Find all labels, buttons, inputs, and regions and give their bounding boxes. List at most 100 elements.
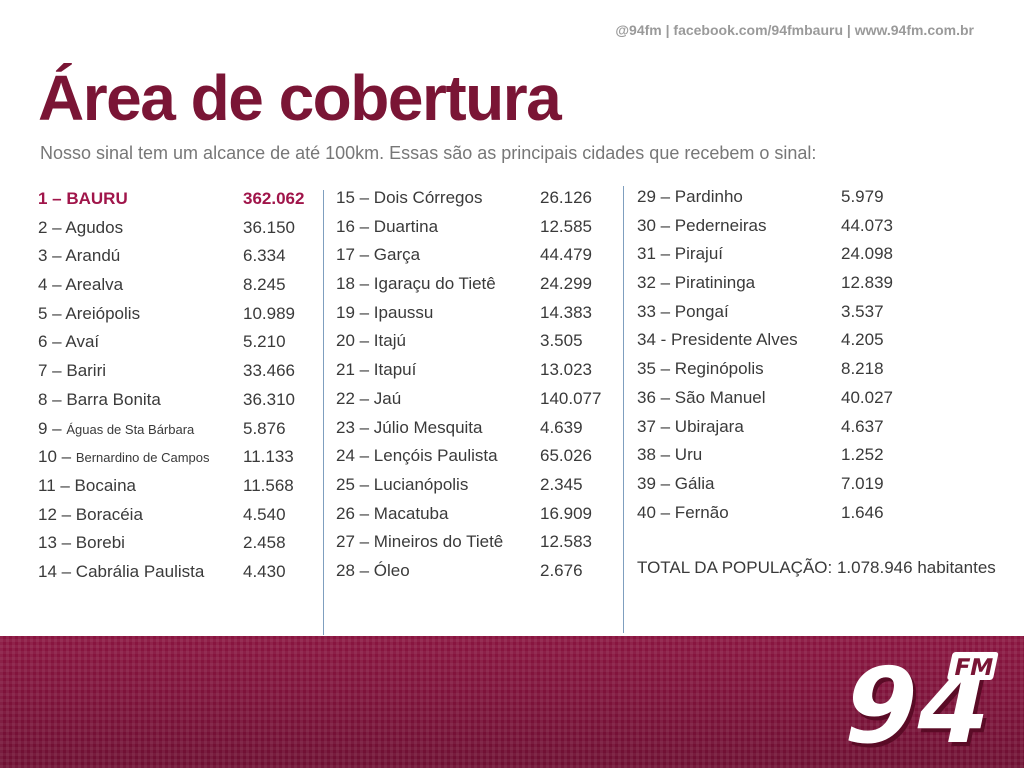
city-name: 19 – Ipaussu — [336, 302, 434, 322]
city-name: 15 – Dois Córregos — [336, 188, 483, 207]
city-column-3: 29 – Pardinho 5.979 30 – Pederneiras 44.073… — [637, 183, 1007, 527]
city-row: 18 – Igaraçu do Tietê 24.299 — [336, 270, 611, 299]
city-population: 4.637 — [841, 416, 884, 436]
city-population: 1.252 — [841, 445, 884, 465]
city-column-2: 15 – Dois Córregos 26.126 16 – Duartina 12.… — [336, 184, 611, 586]
city-population: 11.568 — [243, 475, 294, 495]
city-row: 14 – Cabrália Paulista 4.430 — [38, 558, 313, 587]
city-column-1: 1 – BAURU 362.062 2 – Agudos 36.150 3 – Aran… — [38, 185, 313, 587]
city-name: 8 – Barra Bonita — [38, 389, 161, 409]
city-population: 2.676 — [540, 560, 583, 580]
94fm-logo: 94 94 FM — [832, 646, 1002, 756]
city-row: 4 – Arealva 8.245 — [38, 271, 313, 300]
city-population: 4.639 — [540, 417, 583, 437]
city-row: 30 – Pederneiras 44.073 — [637, 212, 1007, 241]
city-row: 15 – Dois Córregos 26.126 — [336, 184, 611, 213]
city-name: 17 – Garça — [336, 245, 421, 265]
population-total: TOTAL DA POPULAÇÃO: 1.078.946 habitantes — [637, 558, 996, 577]
city-population: 24.299 — [540, 274, 592, 294]
city-population: 3.537 — [841, 301, 884, 321]
city-row: 1 – BAURU 362.062 — [38, 185, 313, 214]
city-name: 9 – Águas de Sta Bárbara — [38, 418, 195, 438]
city-row: 35 – Reginópolis 8.218 — [637, 355, 1007, 384]
city-population: 11.133 — [243, 447, 294, 467]
city-name: 31 – Pirajuí — [637, 244, 723, 264]
city-name: 40 – Fernão — [637, 502, 729, 522]
city-population: 12.585 — [540, 216, 592, 236]
city-population: 36.150 — [243, 217, 295, 237]
city-name: 35 – Reginópolis — [637, 359, 764, 379]
city-population: 14.383 — [540, 302, 592, 322]
city-name: 26 – Macatuba — [336, 503, 449, 523]
city-population: 4.540 — [243, 504, 286, 524]
city-row: 11 – Bocaina 11.568 — [38, 472, 313, 501]
page-subtitle: Nosso sinal tem um alcance de até 100km.… — [40, 143, 817, 163]
city-name: 25 – Lucianópolis — [336, 474, 469, 494]
city-name: 11 – Bocaina — [38, 475, 136, 495]
city-row: 22 – Jaú 140.077 — [336, 385, 611, 414]
city-row: 6 – Avaí 5.210 — [38, 328, 313, 357]
city-name: 4 – Arealva — [38, 275, 124, 295]
city-population: 10.989 — [243, 303, 295, 323]
city-row: 39 – Gália 7.019 — [637, 470, 1007, 499]
city-row: 40 – Fernão 1.646 — [637, 499, 1007, 528]
city-row: 27 – Mineiros do Tietê 12.583 — [336, 528, 611, 557]
city-row: 37 – Ubirajara 4.637 — [637, 413, 1007, 442]
city-population: 4.205 — [841, 330, 884, 350]
city-row: 17 – Garça 44.479 — [336, 241, 611, 270]
city-name: 6 – Avaí — [38, 332, 100, 352]
city-name-small: Águas de Sta Bárbara — [66, 421, 195, 437]
city-row: 34 - Presidente Alves 4.205 — [637, 326, 1007, 355]
city-name: 1 – BAURU — [38, 189, 128, 208]
city-name: 13 – Borebi — [38, 533, 125, 553]
city-name: 7 – Bariri — [38, 361, 107, 381]
city-name: 20 – Itajú — [336, 331, 406, 351]
city-row: 23 – Júlio Mesquita 4.639 — [336, 414, 611, 443]
city-name: 33 – Pongaí — [637, 301, 729, 321]
city-row: 3 – Arandú 6.334 — [38, 242, 313, 271]
city-name: 24 – Lençóis Paulista — [336, 446, 498, 466]
city-name: 38 – Uru — [637, 445, 703, 465]
city-name: 39 – Gália — [637, 473, 715, 493]
city-population: 33.466 — [243, 361, 295, 381]
city-row: 24 – Lençóis Paulista 65.026 — [336, 442, 611, 471]
city-population: 26.126 — [540, 188, 592, 207]
city-name: 34 - Presidente Alves — [637, 330, 798, 350]
city-name: 16 – Duartina — [336, 216, 439, 236]
city-row: 16 – Duartina 12.585 — [336, 213, 611, 242]
city-name: 29 – Pardinho — [637, 187, 743, 206]
city-population: 16.909 — [540, 503, 592, 523]
city-name-small: Bernardino de Campos — [75, 450, 210, 466]
city-population: 12.583 — [540, 532, 592, 552]
city-population: 8.218 — [841, 359, 884, 379]
city-name: 37 – Ubirajara — [637, 416, 744, 436]
city-row: 10 – Bernardino de Campos 11.133 — [38, 443, 313, 472]
city-population: 6.334 — [243, 246, 286, 266]
city-population: 36.310 — [243, 389, 295, 409]
column-divider — [323, 190, 324, 635]
city-population: 24.098 — [841, 244, 893, 264]
city-population: 65.026 — [540, 446, 592, 466]
city-population: 5.876 — [243, 418, 286, 438]
city-row: 32 – Piratininga 12.839 — [637, 269, 1007, 298]
city-row: 28 – Óleo 2.676 — [336, 557, 611, 586]
city-population: 2.458 — [243, 533, 286, 553]
city-row: 13 – Borebi 2.458 — [38, 529, 313, 558]
city-name: 27 – Mineiros do Tietê — [336, 532, 504, 552]
city-name: 28 – Óleo — [336, 560, 410, 580]
logo-suffix: FM — [952, 654, 996, 681]
city-population: 5.210 — [243, 332, 286, 352]
city-row: 8 – Barra Bonita 36.310 — [38, 386, 313, 415]
city-name: 5 – Areiópolis — [38, 303, 141, 323]
city-population: 140.077 — [540, 388, 602, 408]
city-name: 10 – Bernardino de Campos — [38, 447, 210, 467]
city-name: 22 – Jaú — [336, 388, 402, 408]
city-row: 33 – Pongaí 3.537 — [637, 298, 1007, 327]
city-population: 7.019 — [841, 473, 884, 493]
city-row: 5 – Areiópolis 10.989 — [38, 300, 313, 329]
page-title: Área de cobertura — [38, 62, 562, 134]
city-population: 44.479 — [540, 245, 592, 265]
city-name: 32 – Piratininga — [637, 273, 756, 293]
city-row: 2 – Agudos 36.150 — [38, 214, 313, 243]
city-row: 9 – Águas de Sta Bárbara 5.876 — [38, 415, 313, 444]
